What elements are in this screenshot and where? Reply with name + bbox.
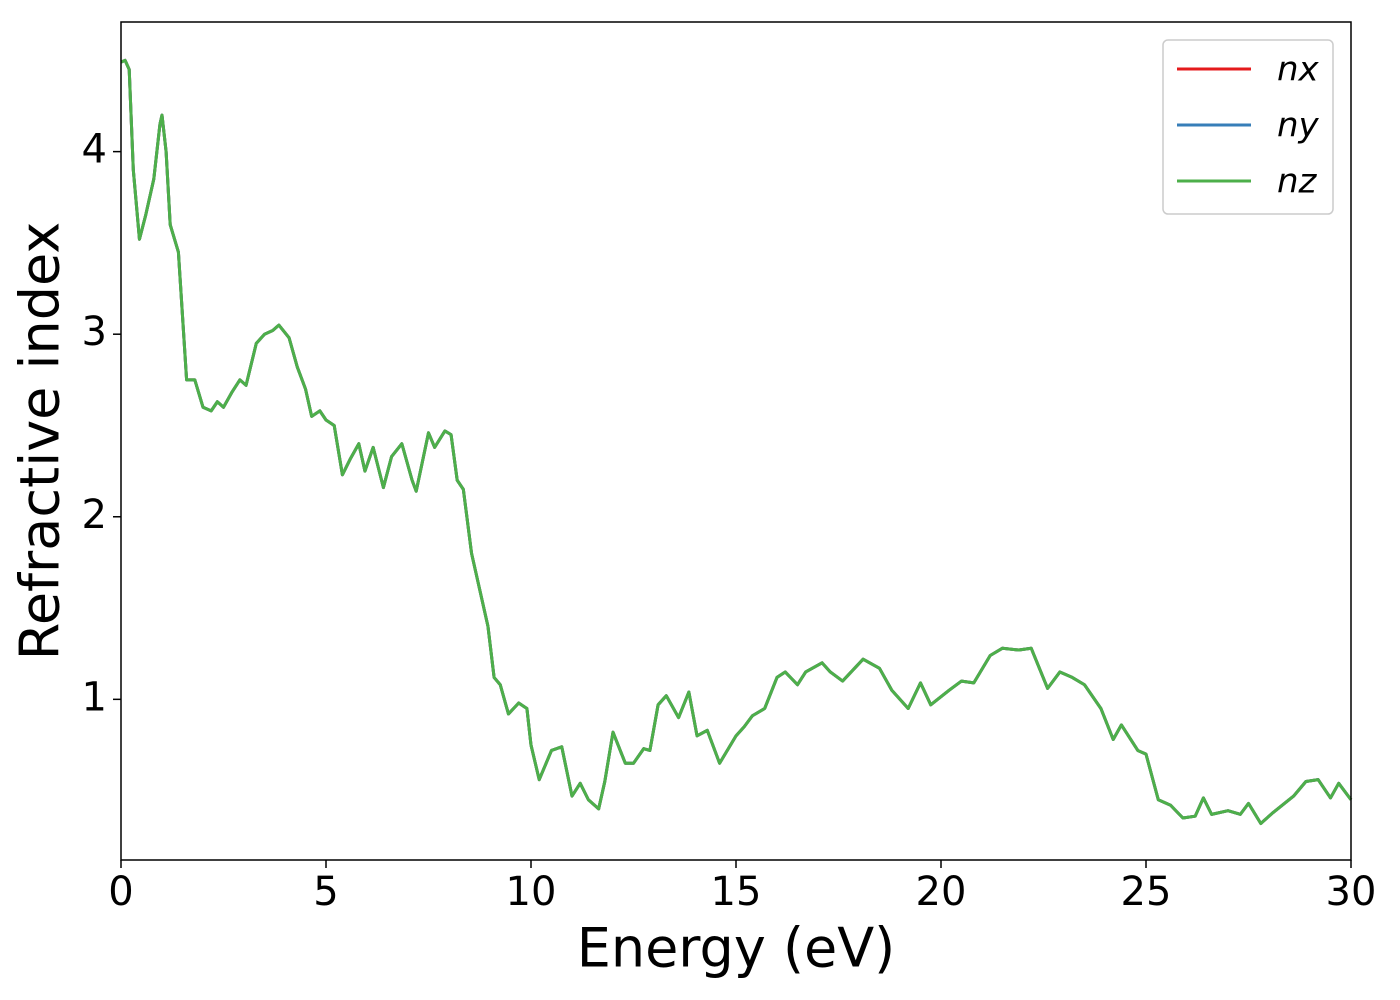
plot-frame [120,21,1352,861]
y-tick-label: 1 [82,674,107,720]
legend-label: nx [1277,50,1320,90]
y-tick-label: 2 [82,492,107,538]
x-axis-label: Energy (eV) [577,917,896,980]
series-line [120,58,1353,825]
y-axis-label: Refractive index [9,222,72,661]
x-tick-label: 20 [916,869,967,915]
x-tick-label: 0 [108,869,133,915]
x-tick-label: 10 [506,869,557,915]
x-tick-label: 15 [711,869,762,915]
legend-label: nz [1277,162,1318,202]
x-tick-label: 30 [1326,869,1377,915]
y-tick-label: 3 [82,309,107,355]
legend-label: ny [1277,106,1320,146]
x-tick-label: 5 [313,869,338,915]
x-tick-label: 25 [1121,869,1172,915]
legend-box [1162,39,1334,215]
y-tick-label: 4 [82,127,107,173]
